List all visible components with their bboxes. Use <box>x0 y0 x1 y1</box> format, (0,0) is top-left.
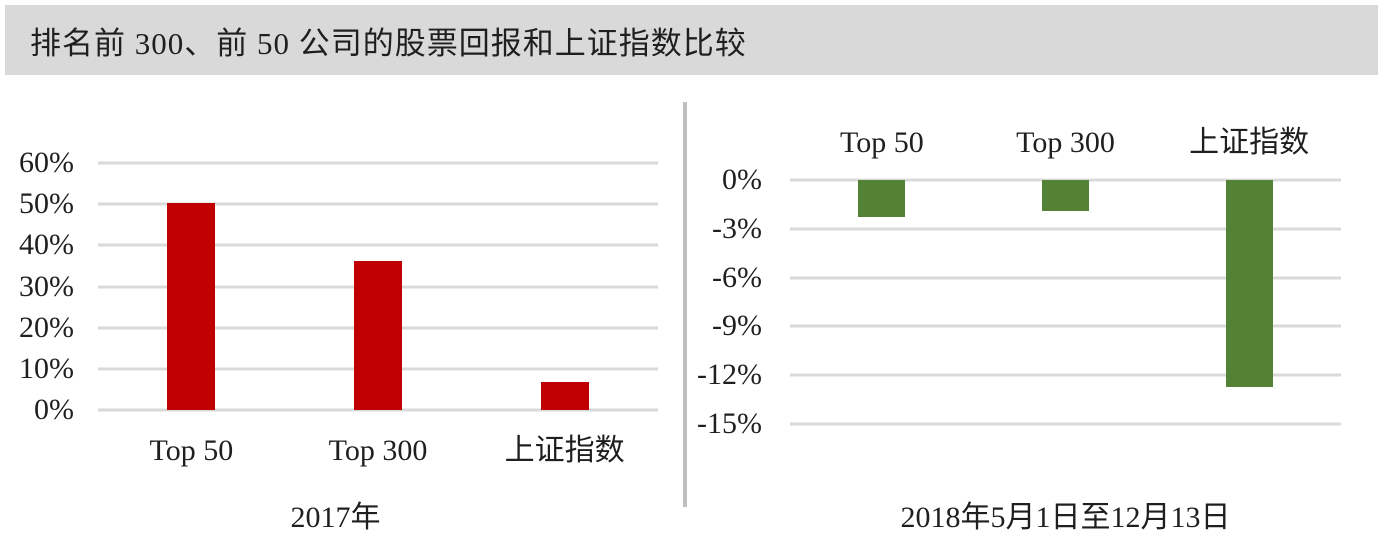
bar-top-50 <box>858 180 906 218</box>
y-axis-tick-label: 0% <box>722 163 762 196</box>
category-label: Top 300 <box>1016 126 1115 159</box>
bar-top-50 <box>167 203 216 410</box>
gridline <box>790 178 1341 182</box>
gridline <box>790 227 1341 231</box>
chart-divider-line <box>683 102 687 507</box>
bar-top-300 <box>1042 180 1089 211</box>
category-label: Top 50 <box>839 126 924 159</box>
y-axis-tick-label: 10% <box>19 351 74 385</box>
y-axis-tick-label: 40% <box>19 228 74 262</box>
y-axis-2017: 60% 50% 40% 30% 20% 10% 0% <box>6 148 74 425</box>
plot-area-2017: Top 50 Top 300 上证指数 <box>98 161 658 467</box>
x-axis-title-2017: 2017年 <box>290 501 381 534</box>
figure-title: 排名前 300、前 50 公司的股票回报和上证指数比较 <box>30 25 747 61</box>
figure-title-bar: 排名前 300、前 50 公司的股票回报和上证指数比较 <box>5 5 1378 75</box>
y-axis-tick-label: 20% <box>19 310 74 344</box>
gridline <box>98 367 658 371</box>
y-axis-tick-label: -15% <box>697 407 762 440</box>
y-axis-tick-label: -6% <box>712 260 762 294</box>
gridline <box>98 202 658 206</box>
gridline <box>790 324 1341 328</box>
gridline <box>98 285 658 288</box>
gridline <box>98 408 658 412</box>
gridline <box>98 161 658 165</box>
gridline <box>790 422 1341 426</box>
plot-area-2018: Top 50 Top 300 上证指数 <box>790 126 1341 426</box>
category-label: 上证指数 <box>504 434 625 467</box>
y-axis-tick-label: 0% <box>34 393 74 426</box>
x-axis-title-2018: 2018年5月1日至12月13日 <box>900 501 1231 534</box>
y-axis-tick-label: -12% <box>697 358 762 392</box>
y-axis-2018: 0% -3% -6% -9% -12% -15% <box>684 165 762 439</box>
y-axis-tick-label: -9% <box>712 309 762 343</box>
category-label: 上证指数 <box>1189 126 1310 159</box>
bar-上证指数 <box>540 382 589 410</box>
bar-top-300 <box>354 260 402 410</box>
bar-上证指数 <box>1225 180 1273 387</box>
y-axis-tick-label: -3% <box>712 211 762 245</box>
gridline <box>98 243 658 247</box>
gridline <box>790 373 1341 377</box>
category-label: Top 50 <box>149 434 234 467</box>
y-axis-tick-label: 60% <box>19 146 74 179</box>
gridline <box>98 326 658 330</box>
y-axis-tick-label: 50% <box>19 187 74 221</box>
category-label: Top 300 <box>328 434 428 467</box>
y-axis-tick-label: 30% <box>19 269 74 303</box>
gridline <box>790 276 1341 280</box>
